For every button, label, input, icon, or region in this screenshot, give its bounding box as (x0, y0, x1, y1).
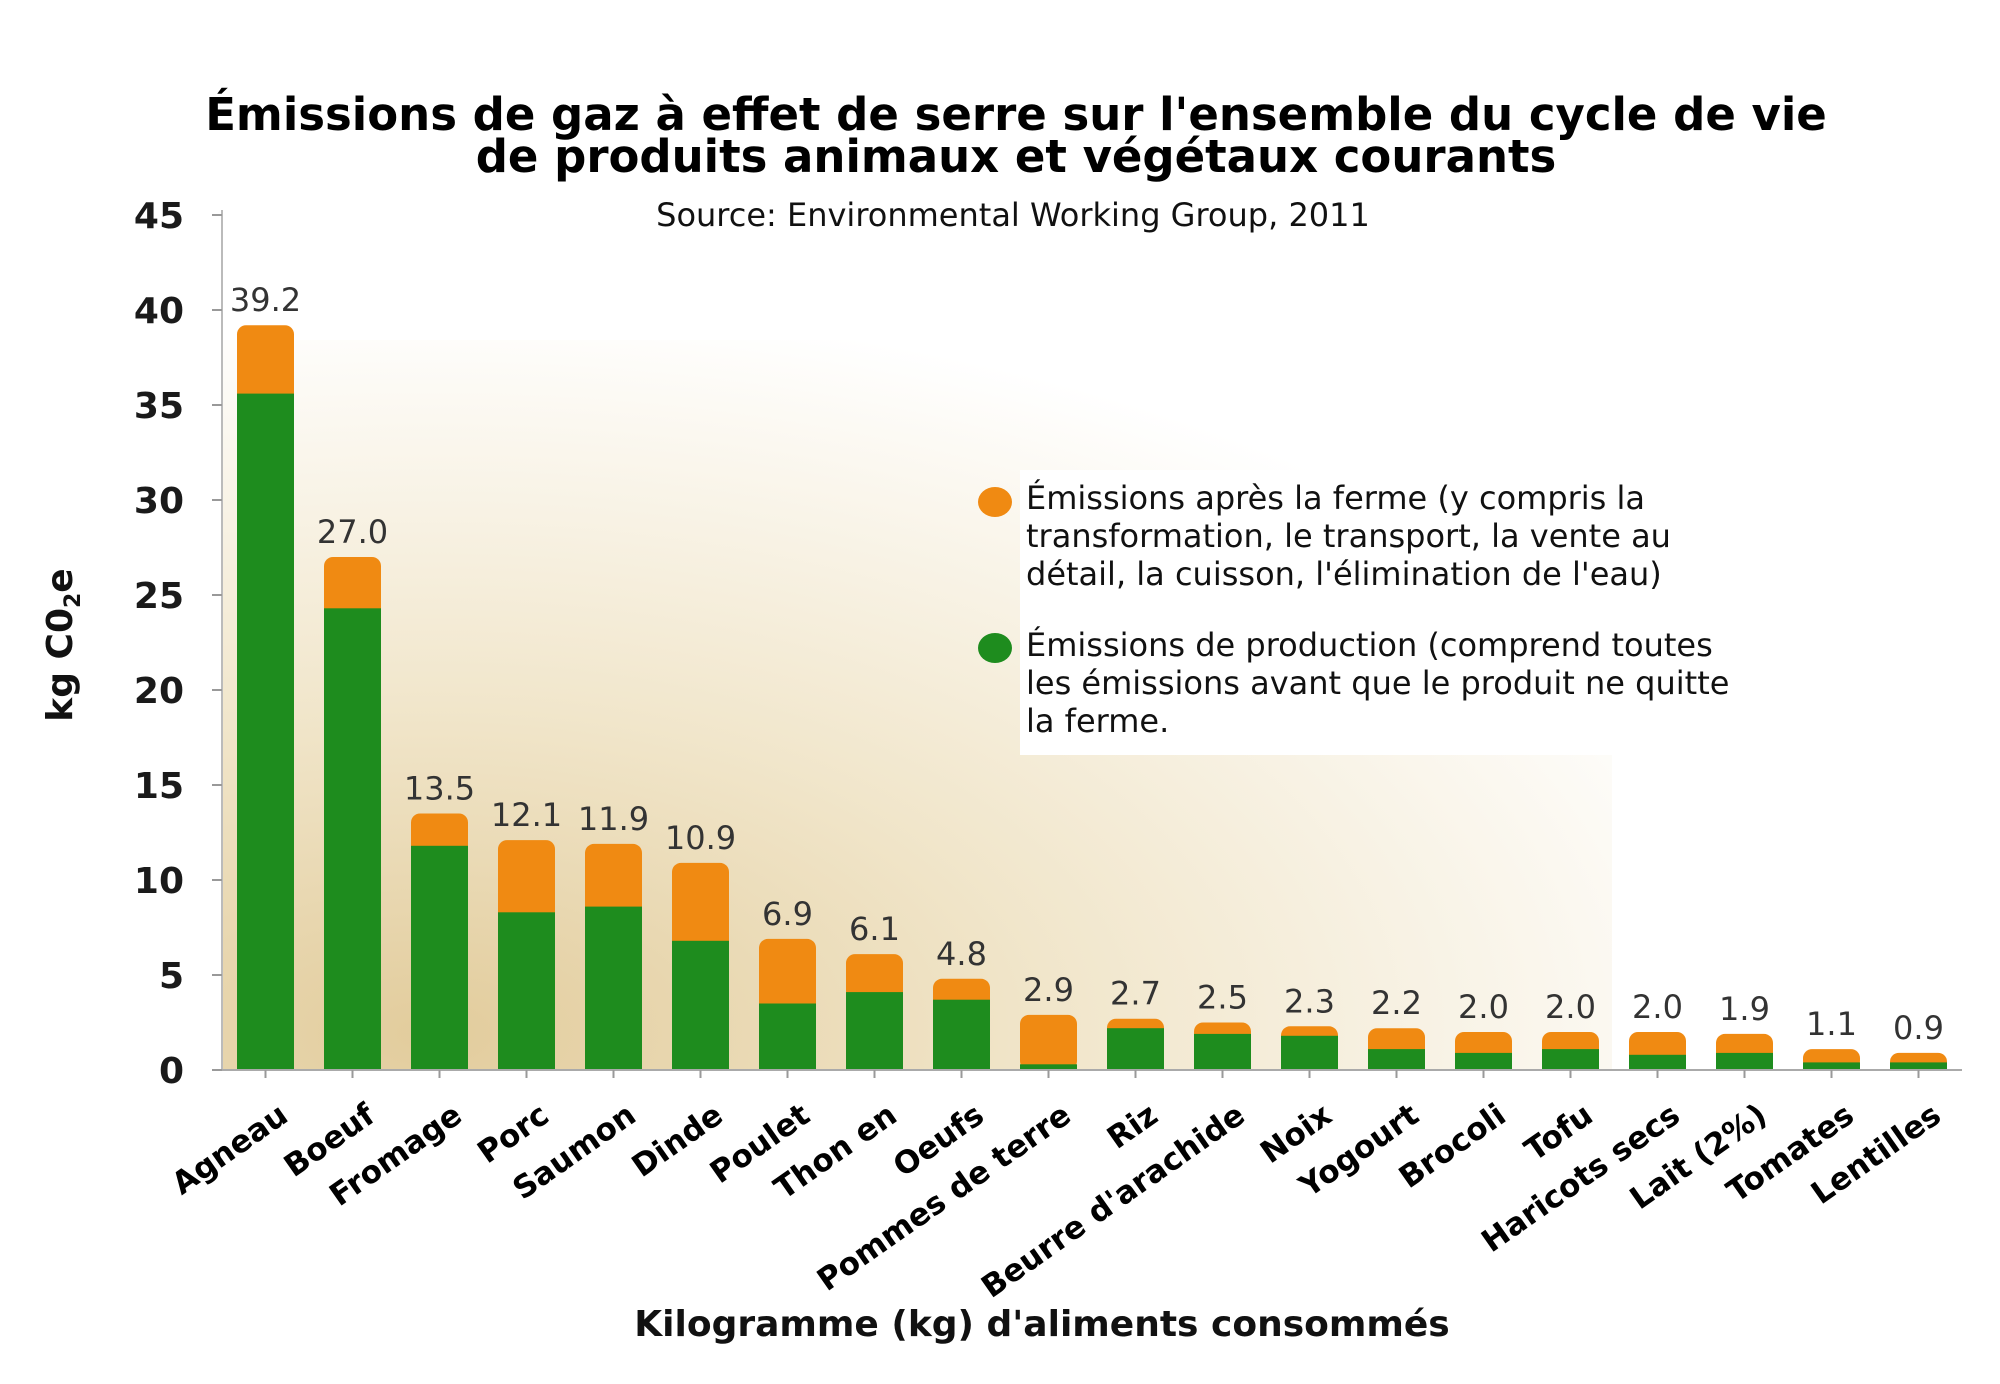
data-label: 6.9 (762, 895, 813, 933)
bar-segment-production (324, 608, 381, 1070)
bar-segment-production (672, 940, 729, 1070)
y-axis: 0 5 10 15 20 25 30 35 40 45 (134, 196, 223, 1092)
data-label: 11.9 (578, 800, 649, 838)
data-label: 13.5 (404, 770, 475, 808)
legend-swatch-after-farm (978, 487, 1012, 517)
data-label: 4.8 (936, 935, 987, 973)
y-axis-label-main: kg C0 (40, 608, 81, 722)
y-axis-label-tail: e (40, 568, 81, 592)
bar-segment-production (1716, 1052, 1773, 1070)
bar-segment-production (1629, 1054, 1686, 1070)
chart-title-line2: de produits animaux et végétaux courants (476, 130, 1557, 183)
legend-label-after-farm: Émissions après la ferme (y compris la t… (1026, 479, 1681, 593)
x-tick-label: Riz (1101, 1097, 1165, 1157)
legend-background (1020, 470, 1620, 755)
data-label: 2.3 (1284, 982, 1335, 1020)
bar-segment-production (1368, 1049, 1425, 1070)
y-tick-label: 25 (134, 576, 184, 617)
y-tick-label: 0 (159, 1051, 184, 1092)
y-tick-label: 45 (134, 196, 184, 237)
bar-segment-production (237, 393, 294, 1071)
y-tick-label: 15 (134, 766, 184, 807)
data-label: 2.0 (1632, 988, 1683, 1026)
y-tick-label: 5 (159, 956, 184, 997)
bar-segment-production (498, 912, 555, 1070)
data-label: 1.1 (1806, 1005, 1857, 1043)
data-label: 2.2 (1371, 984, 1422, 1022)
bar-segment-production (1020, 1064, 1077, 1070)
legend-after-line3: détail, la cuisson, l'élimination de l'e… (1026, 555, 1662, 593)
legend-prod-line2: les émissions avant que le produit ne qu… (1026, 664, 1729, 702)
data-label: 6.1 (849, 910, 900, 948)
legend-after-line1: Émissions après la ferme (y compris la (1026, 479, 1645, 517)
bar-segment-production (1194, 1033, 1251, 1070)
chart-title-line1: Émissions de gaz à effet de serre sur l'… (205, 88, 1827, 141)
y-tick-label: 20 (134, 671, 184, 712)
data-label: 2.0 (1458, 988, 1509, 1026)
y-axis-label-sub: 2 (61, 593, 86, 608)
bar-segment-production (759, 1003, 816, 1070)
y-tick-label: 35 (134, 386, 184, 427)
y-tick-label: 30 (134, 481, 184, 522)
bars-group: 39.2 27.0 13.5 12.1 11.9 10.9 6.9 6.1 4.8 2.9 2.7 2… (230, 281, 1947, 1071)
bar-segment-production (1542, 1049, 1599, 1070)
legend-prod-line1: Émissions de production (comprend toutes (1026, 626, 1713, 664)
data-label: 39.2 (230, 281, 301, 319)
data-label: 2.0 (1545, 988, 1596, 1026)
bar-segment-production (411, 845, 468, 1070)
bar-segment-production (1455, 1052, 1512, 1070)
bar-segment-production (1803, 1062, 1860, 1070)
bar-segment-production (585, 906, 642, 1070)
data-label: 2.5 (1197, 979, 1248, 1017)
y-tick-label: 40 (134, 291, 184, 332)
legend-after-line2: transformation, le transport, la vente a… (1026, 517, 1671, 555)
bar-segment-after-farm (1020, 1014, 1077, 1070)
legend-swatch-production (978, 633, 1012, 663)
x-axis-label: Kilogramme (kg) d'aliments consommés (634, 1304, 1449, 1345)
bar-segment-production (1281, 1035, 1338, 1070)
bar-segment-production (933, 999, 990, 1070)
y-axis-label: kg C02e (40, 568, 86, 721)
bar-segment-production (846, 992, 903, 1070)
legend-prod-line3: la ferme. (1026, 702, 1169, 740)
x-tick-label: Agneau (166, 1097, 295, 1202)
bar-segment-production (1890, 1062, 1947, 1070)
bar-segment-production (1107, 1028, 1164, 1070)
data-label: 0.9 (1893, 1009, 1944, 1047)
data-label: 12.1 (491, 796, 562, 834)
data-label: 1.9 (1719, 990, 1770, 1028)
y-tick-label: 10 (134, 861, 184, 902)
legend: Émissions après la ferme (y compris la t… (978, 470, 1740, 755)
data-label: 10.9 (665, 819, 736, 857)
data-label: 27.0 (317, 513, 388, 551)
legend-label-production: Émissions de production (comprend toutes… (1026, 626, 1740, 740)
data-label: 2.9 (1023, 971, 1074, 1009)
chart-subtitle: Source: Environmental Working Group, 201… (656, 196, 1370, 234)
data-label: 2.7 (1110, 975, 1161, 1013)
